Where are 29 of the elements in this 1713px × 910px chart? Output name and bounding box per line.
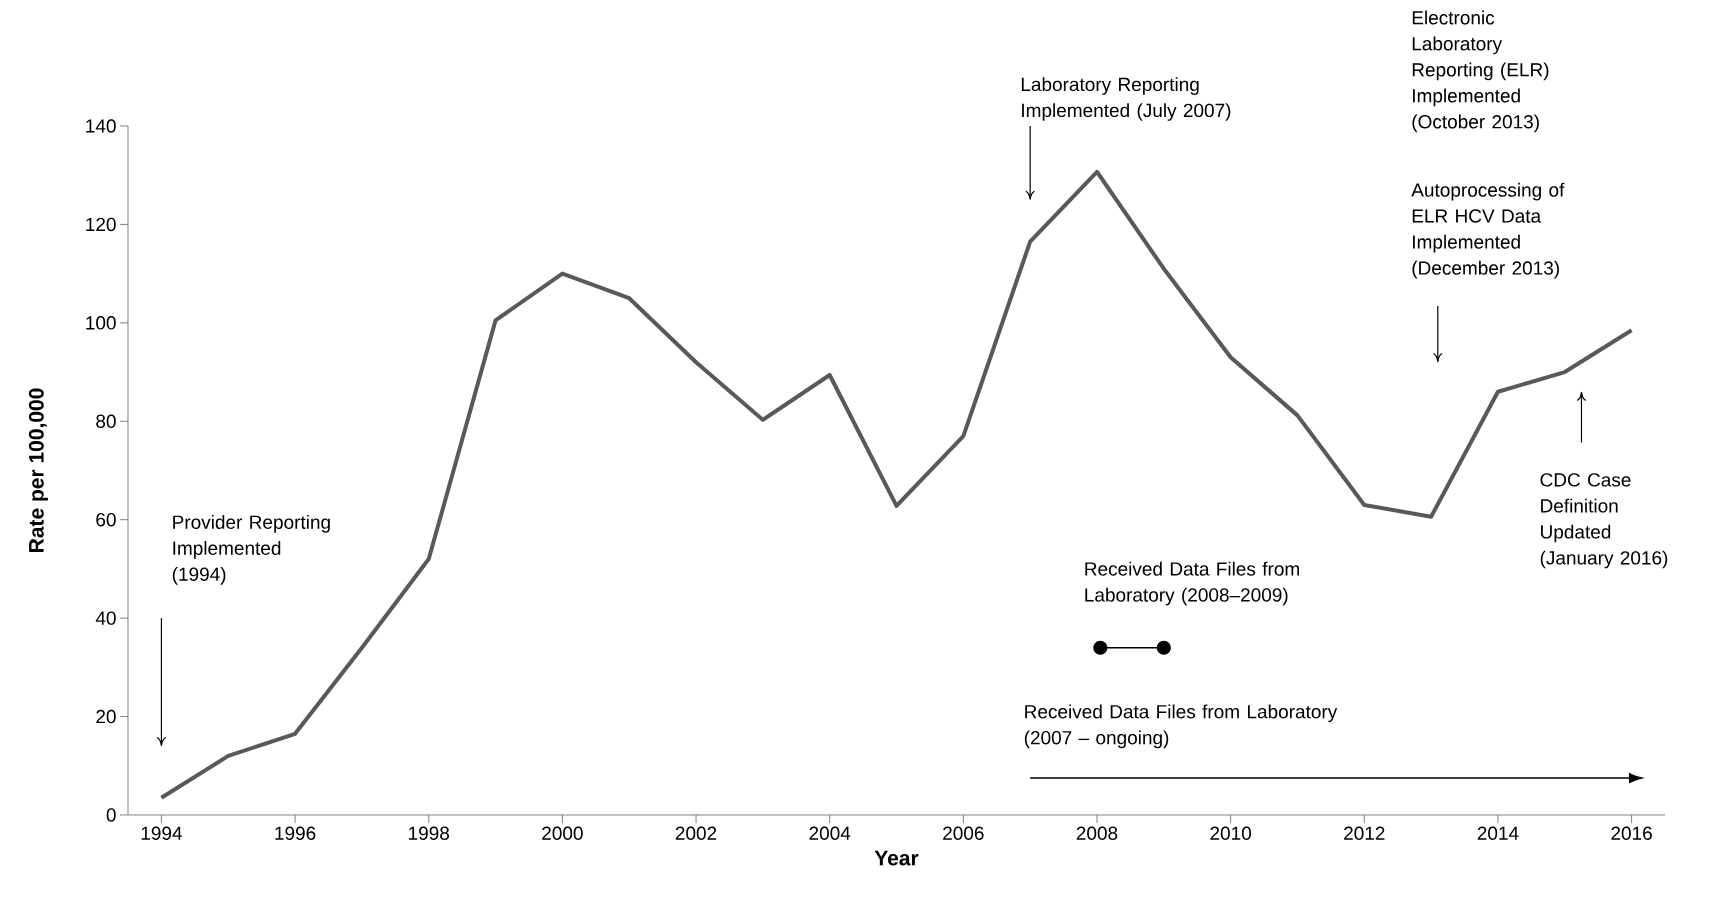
x-tick-label: 1998 [409, 826, 450, 840]
y-tick-label: 80 [96, 414, 116, 428]
y-tick-label: 120 [86, 217, 116, 232]
y-tick-label: 40 [95, 611, 116, 625]
x-tick-label: 2000 [542, 826, 583, 840]
annotation: Received Data Files from Laboratory (2008–2009) [1085, 561, 1299, 606]
annotation: Provider Reporting Implemented (1994) [172, 514, 330, 585]
x-tick-label: 1994 [141, 826, 182, 840]
y-tick-label: 140 [86, 119, 116, 133]
x-tick-label: 2006 [943, 826, 984, 840]
annotation: Electronic Laboratory Reporting (ELR) Implemented (October 2013) [1412, 10, 1549, 133]
x-tick-label: 2004 [809, 826, 851, 840]
annotation: CDC Case Definition Updated (January 2016) [1540, 473, 1668, 569]
y-tick-label: 0 [106, 808, 116, 822]
y-tick-label: 100 [86, 316, 116, 330]
y-tick-label: 60 [96, 512, 116, 527]
x-tick-label: 2008 [1076, 826, 1118, 840]
x-tick-label: 2016 [1611, 826, 1652, 840]
annotation: Autoprocessing of ELR HCV Data Implemented (December 2013) [1411, 182, 1565, 279]
x-tick-label: 1996 [275, 826, 316, 840]
x-tick-label: 2012 [1344, 826, 1385, 840]
y-axis-title: Rate per 100,000 [28, 388, 48, 552]
y-tick-label: 20 [96, 709, 116, 724]
x-tick-label: 2010 [1210, 826, 1252, 840]
x-tick-label: 2014 [1477, 826, 1519, 840]
x-tick-label: 2002 [675, 826, 717, 840]
annotation: Received Data Files from Laboratory (2007 – ongoing) [1024, 704, 1338, 749]
x-axis-title: Year [874, 850, 919, 866]
text: Laboratory Reporting Implemented (July 2007) [1021, 77, 1231, 121]
